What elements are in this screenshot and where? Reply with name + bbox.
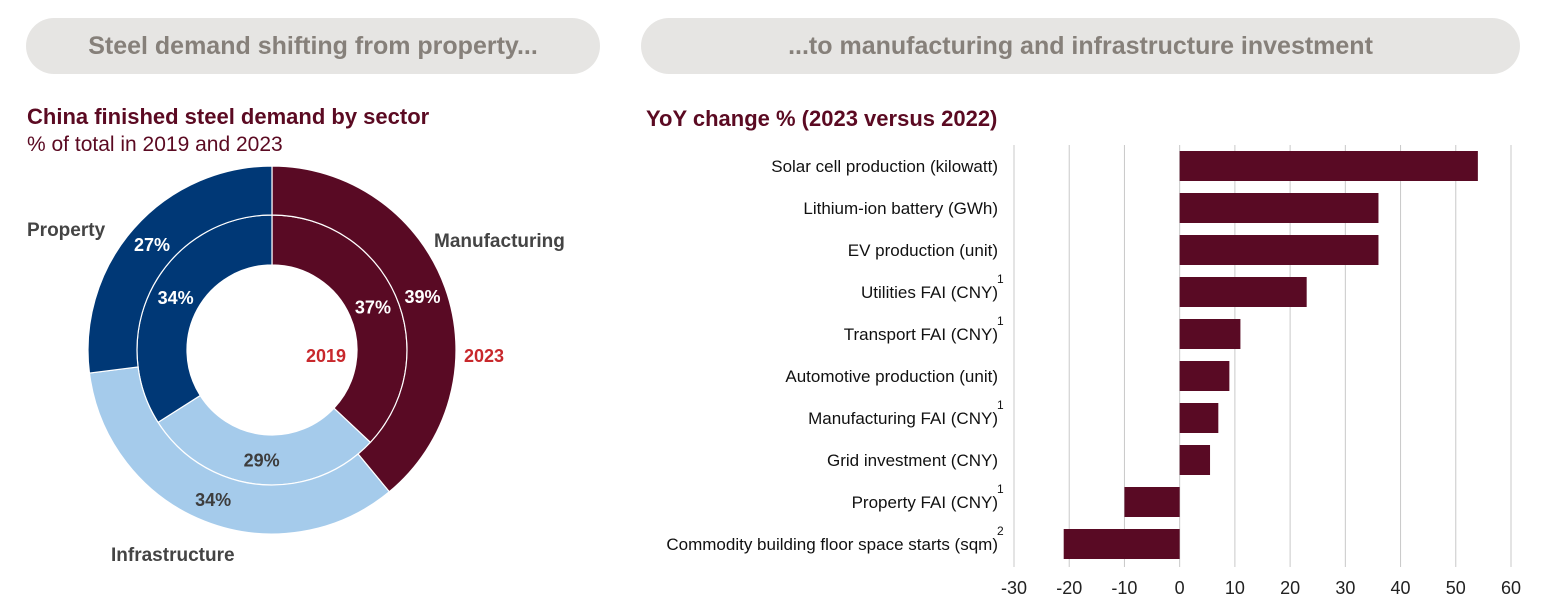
x-tick--10: -10 xyxy=(1111,578,1137,598)
bar-1 xyxy=(1179,193,1379,223)
donut-slice-2023-property xyxy=(87,165,273,374)
category-label-1: Lithium-ion battery (GWh) xyxy=(803,199,998,218)
x-tick-10: 10 xyxy=(1225,578,1245,598)
donut-label-2019-property: 34% xyxy=(158,288,194,308)
footnote-marker-4: 1 xyxy=(997,314,1004,328)
donut-label-2023-property: 27% xyxy=(134,235,170,255)
x-tick--30: -30 xyxy=(1001,578,1027,598)
bar-4 xyxy=(1179,319,1241,349)
donut-label-2019-infrastructure: 29% xyxy=(244,451,280,471)
category-label-7: Grid investment (CNY) xyxy=(827,451,998,470)
bar-5 xyxy=(1179,361,1230,391)
category-label-5: Automotive production (unit) xyxy=(785,367,998,386)
category-label-8: Property FAI (CNY) xyxy=(852,493,998,512)
legend-label-property: Property xyxy=(27,220,106,241)
bar-2 xyxy=(1179,235,1379,265)
x-tick-50: 50 xyxy=(1446,578,1466,598)
category-label-6: Manufacturing FAI (CNY) xyxy=(808,409,998,428)
category-label-9: Commodity building floor space starts (s… xyxy=(666,535,998,554)
footnote-marker-3: 1 xyxy=(997,272,1004,286)
category-label-0: Solar cell production (kilowatt) xyxy=(771,157,998,176)
left-banner: Steel demand shifting from property... xyxy=(26,18,600,74)
bar-7 xyxy=(1179,445,1211,475)
x-tick-40: 40 xyxy=(1391,578,1411,598)
x-tick-0: 0 xyxy=(1175,578,1185,598)
outer-ring-year-label: 2023 xyxy=(464,346,504,366)
legend-label-manufacturing: Manufacturing xyxy=(434,231,565,252)
inner-ring-year-label: 2019 xyxy=(306,346,346,366)
footnote-marker-8: 1 xyxy=(997,482,1004,496)
bar-chart-title: YoY change % (2023 versus 2022) xyxy=(646,106,998,131)
category-label-4: Transport FAI (CNY) xyxy=(844,325,998,344)
donut-chart-title: China finished steel demand by sector xyxy=(27,104,430,129)
left-banner-text: Steel demand shifting from property... xyxy=(88,31,538,60)
bar-8 xyxy=(1124,487,1180,517)
bar-chart: -30 -20 -10 0 10 20 30 40 50 60 Solar cell product… xyxy=(666,145,1521,598)
donut-slice-2023-infrastructure xyxy=(88,366,391,535)
footnote-marker-9: 2 xyxy=(997,524,1004,538)
x-tick-20: 20 xyxy=(1280,578,1300,598)
right-banner: ...to manufacturing and infrastructure i… xyxy=(641,18,1520,74)
x-tick--20: -20 xyxy=(1056,578,1082,598)
x-tick-60: 60 xyxy=(1501,578,1521,598)
donut-label-2019-manufacturing: 37% xyxy=(355,297,391,317)
category-label-3: Utilities FAI (CNY) xyxy=(861,283,998,302)
donut-slice-2023-manufacturing xyxy=(271,165,457,493)
bar-3 xyxy=(1179,277,1307,307)
footnote-marker-6: 1 xyxy=(997,398,1004,412)
x-tick-30: 30 xyxy=(1335,578,1355,598)
legend-label-infrastructure: Infrastructure xyxy=(111,545,235,566)
donut-label-2023-infrastructure: 34% xyxy=(195,490,231,510)
donut-chart: 37% 29% 34% 39% 34% 27% 2019 2023 Manufacturing I… xyxy=(27,165,565,566)
right-banner-text: ...to manufacturing and infrastructure i… xyxy=(788,31,1373,60)
bar-9 xyxy=(1063,529,1180,559)
bar-6 xyxy=(1179,403,1219,433)
donut-chart-subtitle: % of total in 2019 and 2023 xyxy=(27,133,283,156)
category-label-2: EV production (unit) xyxy=(848,241,998,260)
donut-label-2023-manufacturing: 39% xyxy=(405,287,441,307)
bar-0 xyxy=(1179,151,1478,181)
